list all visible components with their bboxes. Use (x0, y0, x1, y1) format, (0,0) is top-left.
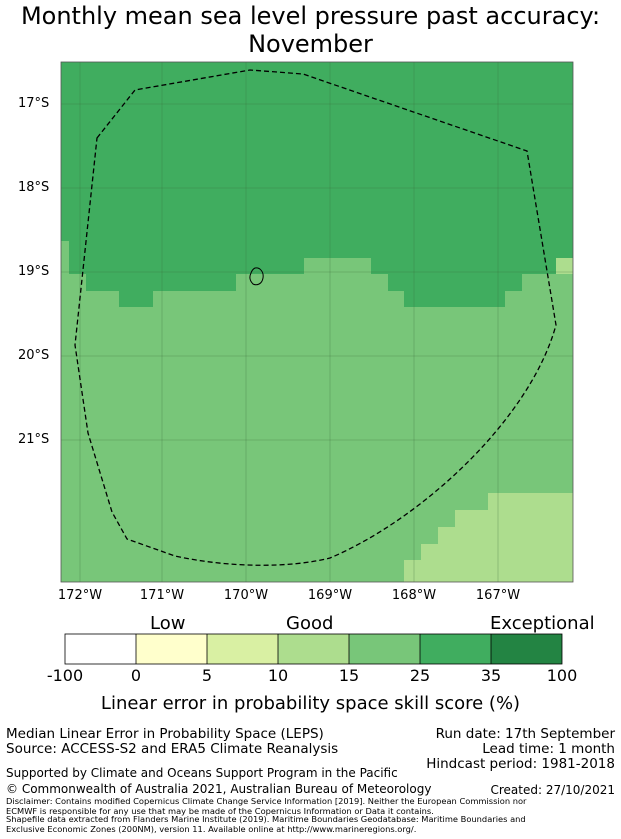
colorbar-segment (420, 634, 491, 664)
colorbar-tick: 100 (546, 666, 578, 685)
colorbar-tick: 5 (201, 666, 213, 685)
run-date-text: Run date: 17th September (435, 726, 615, 742)
disclaimer-line-2: ECMWF is responsible for any use that ma… (6, 806, 434, 816)
skill-region-very-good (61, 62, 573, 307)
colorbar-frame (64, 633, 563, 665)
skill-region-moderate-east (556, 258, 573, 274)
copyright-text: © Commonwealth of Australia 2021, Austra… (6, 782, 432, 796)
island-outline (249, 267, 264, 286)
colorbar-tick: -100 (46, 666, 84, 685)
colorbar-segment (278, 634, 349, 664)
chart-title: Monthly mean sea level pressure past acc… (0, 2, 621, 58)
colorbar-tick: 0 (130, 666, 142, 685)
colorbar-segment (491, 634, 562, 664)
colorbar-title: Linear error in probability space skill … (100, 693, 521, 714)
colorbar-tick: 35 (480, 666, 502, 685)
gridlines (61, 62, 573, 582)
lat-label: 18°S (18, 180, 50, 195)
skill-region-moderate (404, 493, 573, 582)
colorbar-segment (349, 634, 420, 664)
title-line-1: Monthly mean sea level pressure past acc… (20, 2, 601, 30)
source-text: Source: ACCESS-S2 and ERA5 Climate Reana… (6, 741, 339, 757)
lat-label: 21°S (18, 432, 50, 447)
category-label-low: Low (150, 613, 186, 634)
lat-label: 20°S (18, 348, 50, 363)
colorbar-segment (65, 634, 136, 664)
category-label-good: Good (286, 613, 334, 634)
map-frame (60, 61, 574, 583)
lon-label: 168°W (391, 588, 437, 603)
lat-label: 19°S (18, 264, 50, 279)
colorbar-tick: 25 (409, 666, 431, 685)
shapefile-line-2: Exclusive Economic Zones (200NM), versio… (6, 824, 417, 834)
created-text: Created: 27/10/2021 (490, 783, 615, 797)
colorbar (64, 633, 563, 665)
lon-label: 167°W (475, 588, 521, 603)
lon-label: 170°W (223, 588, 269, 603)
lat-label: 17°S (18, 96, 50, 111)
disclaimer-line-1: Disclaimer: Contains modified Copernicus… (6, 796, 527, 806)
hindcast-text: Hindcast period: 1981-2018 (426, 756, 615, 772)
colorbar-tick: 10 (267, 666, 289, 685)
support-text: Supported by Climate and Oceans Support … (6, 766, 398, 780)
shapefile-line-1: Shapefile data extracted from Flanders M… (6, 814, 526, 824)
lon-label: 169°W (307, 588, 353, 603)
colorbar-segment (136, 634, 207, 664)
colorbar-segment (207, 634, 278, 664)
colorbar-tick: 15 (338, 666, 360, 685)
title-line-2: November (248, 30, 373, 58)
lead-time-text: Lead time: 1 month (482, 741, 615, 757)
lon-label: 172°W (57, 588, 103, 603)
lon-label: 171°W (139, 588, 185, 603)
eez-boundary (74, 69, 557, 566)
method-text: Median Linear Error in Probability Space… (6, 726, 324, 742)
category-label-exceptional: Exceptional (490, 613, 595, 634)
